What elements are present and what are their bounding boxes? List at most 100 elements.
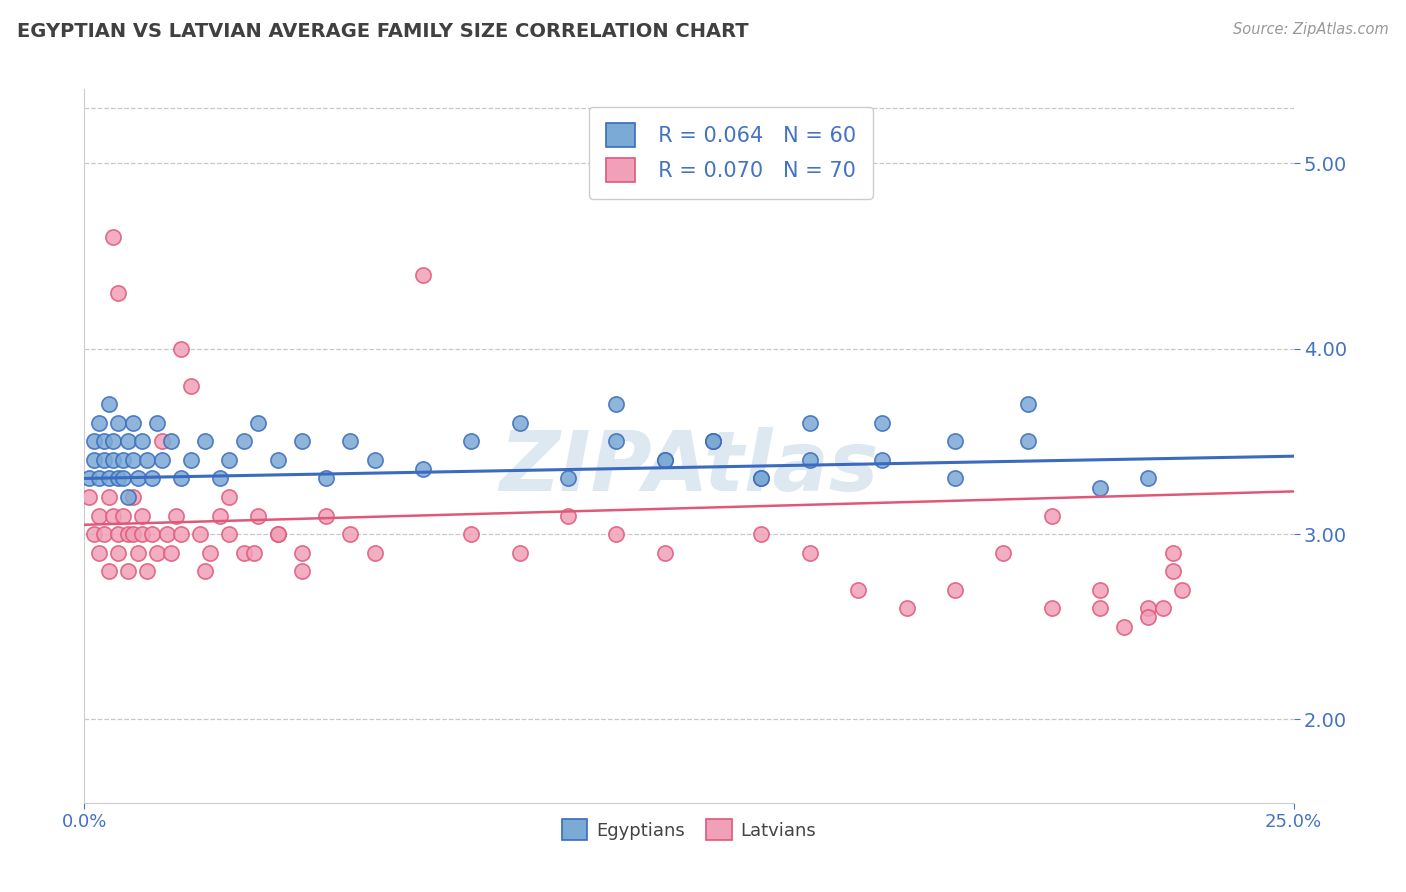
Point — [1017, 434, 1039, 449]
Point — [1040, 508, 1063, 523]
Point — [605, 527, 627, 541]
Point — [799, 545, 821, 559]
Text: EGYPTIAN VS LATVIAN AVERAGE FAMILY SIZE CORRELATION CHART: EGYPTIAN VS LATVIAN AVERAGE FAMILY SIZE … — [17, 22, 748, 41]
Point — [247, 508, 270, 523]
Point — [1161, 564, 1184, 578]
Point — [1017, 397, 1039, 411]
Point — [654, 453, 676, 467]
Point — [131, 508, 153, 523]
Point — [846, 582, 869, 597]
Point — [509, 545, 531, 559]
Point — [121, 527, 143, 541]
Point — [1114, 620, 1136, 634]
Point — [1088, 601, 1111, 615]
Point — [412, 268, 434, 282]
Point — [87, 508, 110, 523]
Point — [872, 453, 894, 467]
Point — [180, 453, 202, 467]
Point — [194, 434, 217, 449]
Point — [83, 527, 105, 541]
Point — [247, 416, 270, 430]
Point — [83, 434, 105, 449]
Point — [97, 564, 120, 578]
Point — [127, 545, 149, 559]
Point — [103, 230, 125, 244]
Point — [150, 434, 173, 449]
Point — [751, 471, 773, 485]
Point — [1137, 601, 1160, 615]
Point — [103, 508, 125, 523]
Point — [291, 564, 314, 578]
Point — [198, 545, 221, 559]
Y-axis label: Average Family Size: Average Family Size — [0, 356, 8, 536]
Point — [291, 434, 314, 449]
Point — [165, 508, 187, 523]
Point — [412, 462, 434, 476]
Point — [131, 434, 153, 449]
Point — [121, 416, 143, 430]
Point — [121, 490, 143, 504]
Point — [150, 453, 173, 467]
Point — [267, 527, 290, 541]
Point — [1137, 610, 1160, 624]
Point — [751, 527, 773, 541]
Point — [267, 453, 290, 467]
Point — [315, 471, 337, 485]
Point — [218, 490, 240, 504]
Point — [943, 434, 966, 449]
Point — [160, 434, 183, 449]
Point — [103, 453, 125, 467]
Point — [87, 416, 110, 430]
Point — [557, 508, 579, 523]
Point — [363, 453, 385, 467]
Point — [208, 471, 231, 485]
Point — [107, 416, 129, 430]
Point — [1088, 582, 1111, 597]
Point — [896, 601, 918, 615]
Point — [117, 564, 139, 578]
Point — [291, 545, 314, 559]
Point — [654, 545, 676, 559]
Point — [170, 342, 193, 356]
Point — [107, 545, 129, 559]
Point — [112, 471, 135, 485]
Point — [136, 564, 159, 578]
Point — [1161, 545, 1184, 559]
Point — [194, 564, 217, 578]
Point — [93, 453, 115, 467]
Point — [242, 545, 264, 559]
Point — [107, 286, 129, 301]
Point — [77, 490, 100, 504]
Point — [97, 490, 120, 504]
Point — [233, 545, 256, 559]
Point — [77, 471, 100, 485]
Point — [131, 527, 153, 541]
Point — [460, 434, 482, 449]
Point — [117, 527, 139, 541]
Point — [233, 434, 256, 449]
Point — [127, 471, 149, 485]
Point — [339, 434, 361, 449]
Point — [112, 508, 135, 523]
Point — [121, 453, 143, 467]
Point — [141, 527, 163, 541]
Point — [146, 416, 169, 430]
Point — [993, 545, 1015, 559]
Point — [218, 453, 240, 467]
Point — [339, 527, 361, 541]
Point — [654, 453, 676, 467]
Point — [117, 434, 139, 449]
Point — [702, 434, 724, 449]
Point — [509, 416, 531, 430]
Point — [605, 434, 627, 449]
Point — [557, 471, 579, 485]
Point — [87, 471, 110, 485]
Point — [146, 545, 169, 559]
Point — [107, 527, 129, 541]
Point — [170, 471, 193, 485]
Point — [136, 453, 159, 467]
Point — [208, 508, 231, 523]
Point — [315, 508, 337, 523]
Point — [605, 397, 627, 411]
Point — [160, 545, 183, 559]
